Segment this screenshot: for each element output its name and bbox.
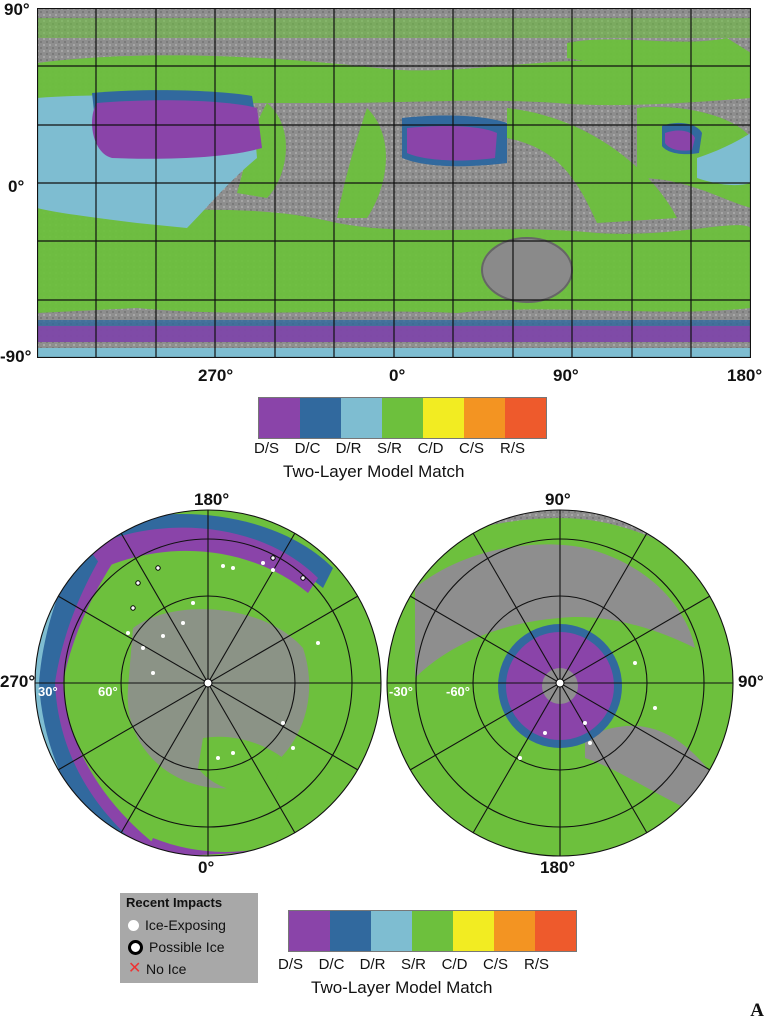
graticule <box>37 8 751 358</box>
south-polar-bottom-label: 180° <box>540 858 576 877</box>
possible-ice-label: Possible Ice <box>149 939 225 955</box>
legend-swatch-cd-2 <box>453 911 494 951</box>
recent-impacts-legend: Recent Impacts Ice-Exposing Possible Ice… <box>120 893 258 983</box>
lat-label-90: 90° <box>4 0 30 19</box>
panel-label: A <box>750 1000 764 1021</box>
recent-impacts-title: Recent Impacts <box>126 895 223 910</box>
legend-code-rs-2: R/S <box>523 956 549 973</box>
legend-swatch-cs <box>464 398 505 438</box>
legend-swatches-top <box>258 397 547 439</box>
possible-ice-dots <box>130 555 306 611</box>
north-ring-label-30: 30° <box>38 684 58 699</box>
south-ring-label-30: -30° <box>389 684 413 699</box>
legend-code-cd-2: C/D <box>441 956 468 973</box>
legend-swatch-dr <box>341 398 382 438</box>
legend-swatch-ds <box>259 398 300 438</box>
legend-code-sr: S/R <box>376 440 402 457</box>
legend-swatches-bottom <box>288 910 577 952</box>
south-polar-map <box>386 509 734 857</box>
legend-possible-ice: Possible Ice <box>128 939 224 955</box>
legend-title-top: Two-Layer Model Match <box>283 462 465 481</box>
south-polar-right-label: 90° <box>738 672 764 691</box>
legend-code-cs: C/S <box>458 440 484 457</box>
legend-swatch-dc <box>300 398 341 438</box>
lat-label-0: 0° <box>8 177 25 196</box>
legend-code-dc-2: D/C <box>318 956 345 973</box>
legend-swatch-cs-2 <box>494 911 535 951</box>
legend-title-bottom: Two-Layer Model Match <box>311 978 493 997</box>
legend-code-sr-2: S/R <box>400 956 426 973</box>
legend-swatch-cd <box>423 398 464 438</box>
north-polar-bottom-label: 0° <box>198 858 215 877</box>
lat-label-m90: -90° <box>0 347 32 366</box>
legend-code-ds: D/S <box>253 440 279 457</box>
north-polar-map <box>34 509 382 857</box>
legend-code-rs: R/S <box>499 440 525 457</box>
legend-code-dc: D/C <box>294 440 321 457</box>
legend-codes-bottom: D/S D/C D/R S/R C/D C/S R/S <box>270 956 557 973</box>
south-ring-label-60: -60° <box>446 684 470 699</box>
lon-label-180: 180° <box>727 366 763 385</box>
white-dot-icon <box>128 919 139 931</box>
legend-swatch-dc-2 <box>330 911 371 951</box>
north-polar-left-label: 270° <box>0 672 36 691</box>
legend-codes-top: D/S D/C D/R S/R C/D C/S R/S <box>246 440 533 457</box>
legend-code-dr-2: D/R <box>359 956 386 973</box>
south-pole-marker <box>555 678 565 688</box>
legend-swatch-sr <box>382 398 423 438</box>
global-map <box>37 8 751 358</box>
ice-exposing-dots <box>126 561 320 760</box>
legend-swatch-dr-2 <box>371 911 412 951</box>
north-ring-label-60: 60° <box>98 684 118 699</box>
legend-no-ice: ✕ No Ice <box>128 960 187 978</box>
hellas-basin <box>481 237 573 303</box>
south-polar-top-label: 90° <box>545 490 571 509</box>
legend-code-dr: D/R <box>335 440 362 457</box>
legend-code-cd: C/D <box>417 440 444 457</box>
north-polar-top-label: 180° <box>194 490 230 509</box>
north-pole-marker <box>203 678 213 688</box>
ring-dot-icon <box>128 939 143 955</box>
legend-swatch-ds-2 <box>289 911 330 951</box>
legend-swatch-rs <box>505 398 546 438</box>
lon-label-0: 0° <box>389 366 406 385</box>
legend-swatch-sr-2 <box>412 911 453 951</box>
red-x-icon: ✕ <box>128 960 142 977</box>
legend-code-ds-2: D/S <box>277 956 303 973</box>
lon-label-270: 270° <box>198 366 234 385</box>
lon-label-90: 90° <box>553 366 579 385</box>
legend-swatch-rs-2 <box>535 911 576 951</box>
ice-exposing-label: Ice-Exposing <box>145 917 226 933</box>
no-ice-label: No Ice <box>146 961 187 977</box>
legend-code-cs-2: C/S <box>482 956 508 973</box>
legend-ice-exposing: Ice-Exposing <box>128 917 226 933</box>
south-ice-dots <box>518 661 657 760</box>
